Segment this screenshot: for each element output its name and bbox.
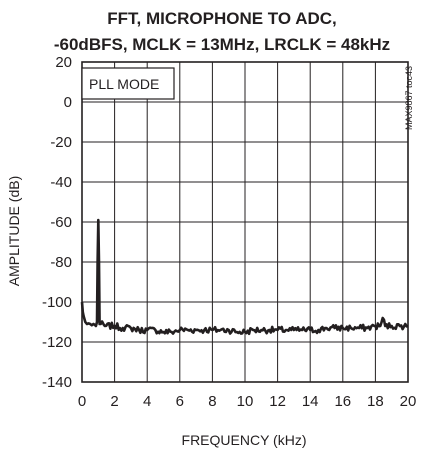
x-tick-label: 16 — [334, 393, 351, 410]
y-tick-labels: 20 0 -20 -40 -60 -80 -100 -120 -140 — [42, 54, 72, 391]
y-tick-label: -40 — [50, 174, 72, 191]
x-tick-label: 4 — [143, 393, 151, 410]
annotation-pll-mode: PLL MODE — [89, 76, 159, 92]
y-tick-label: -120 — [42, 334, 72, 351]
x-tick-label: 0 — [78, 393, 86, 410]
x-tick-labels: 0 2 4 6 8 10 12 14 16 18 20 — [78, 393, 417, 410]
y-tick-label: -20 — [50, 134, 72, 151]
y-tick-label: 0 — [64, 94, 72, 111]
grid — [81, 61, 409, 383]
x-tick-label: 8 — [208, 393, 216, 410]
fft-trace — [80, 218, 409, 336]
x-tick-label: 18 — [367, 393, 384, 410]
x-tick-label: 20 — [400, 393, 417, 410]
annotation-box — [81, 67, 175, 100]
x-axis-label: FREQUENCY (kHz) — [182, 432, 307, 448]
x-tick-label: 12 — [269, 393, 286, 410]
plot-frame — [81, 61, 409, 383]
y-tick-label: 20 — [55, 54, 72, 71]
y-axis-label: AMPLITUDE (dB) — [6, 176, 22, 286]
chart-title-line-1: FFT, MICROPHONE TO ADC, — [107, 9, 337, 28]
y-tick-label: -80 — [50, 254, 72, 271]
x-tick-label: 14 — [302, 393, 319, 410]
chart-title-line-2: -60dBFS, MCLK = 13MHz, LRCLK = 48kHz — [54, 35, 390, 54]
y-tick-label: -140 — [42, 374, 72, 391]
x-tick-label: 10 — [237, 393, 254, 410]
y-tick-label: -60 — [50, 214, 72, 231]
side-label: MAX9867 toc43 — [404, 66, 414, 130]
x-tick-label: 2 — [110, 393, 118, 410]
x-tick-label: 6 — [176, 393, 184, 410]
y-tick-label: -100 — [42, 294, 72, 311]
